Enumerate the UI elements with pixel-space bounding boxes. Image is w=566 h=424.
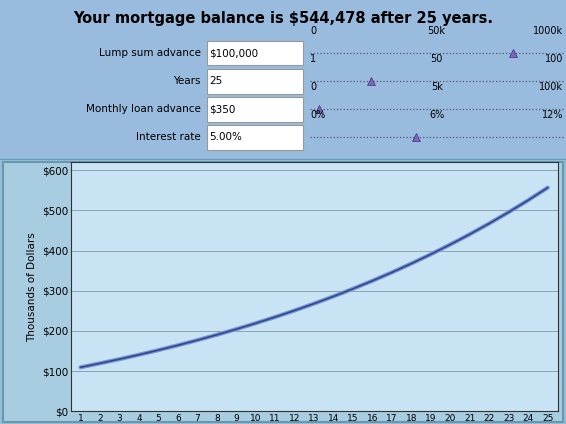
- Text: 100k: 100k: [539, 82, 563, 92]
- Text: 1: 1: [310, 54, 316, 64]
- Text: $100,000: $100,000: [209, 48, 259, 58]
- Text: 5.00%: 5.00%: [209, 132, 242, 142]
- Y-axis label: Thousands of Dollars: Thousands of Dollars: [28, 232, 37, 342]
- Text: Years: Years: [173, 76, 201, 86]
- Text: Monthly loan advance: Monthly loan advance: [86, 104, 201, 114]
- Text: Lump sum advance: Lump sum advance: [99, 48, 201, 58]
- Text: 0: 0: [310, 26, 316, 36]
- Text: $350: $350: [209, 104, 236, 114]
- Text: 1000k: 1000k: [533, 26, 563, 36]
- Text: 5k: 5k: [431, 82, 443, 92]
- Text: Interest rate: Interest rate: [136, 132, 201, 142]
- FancyBboxPatch shape: [207, 41, 303, 65]
- Text: 0%: 0%: [310, 111, 325, 120]
- Text: 100: 100: [545, 54, 563, 64]
- FancyBboxPatch shape: [207, 125, 303, 150]
- Text: 50k: 50k: [428, 26, 445, 36]
- FancyBboxPatch shape: [207, 69, 303, 94]
- Text: 6%: 6%: [429, 111, 444, 120]
- FancyBboxPatch shape: [207, 97, 303, 122]
- Text: 0: 0: [310, 82, 316, 92]
- Text: 50: 50: [431, 54, 443, 64]
- Text: 25: 25: [209, 76, 222, 86]
- Text: Your mortgage balance is $544,478 after 25 years.: Your mortgage balance is $544,478 after …: [73, 11, 493, 26]
- Text: 12%: 12%: [542, 111, 563, 120]
